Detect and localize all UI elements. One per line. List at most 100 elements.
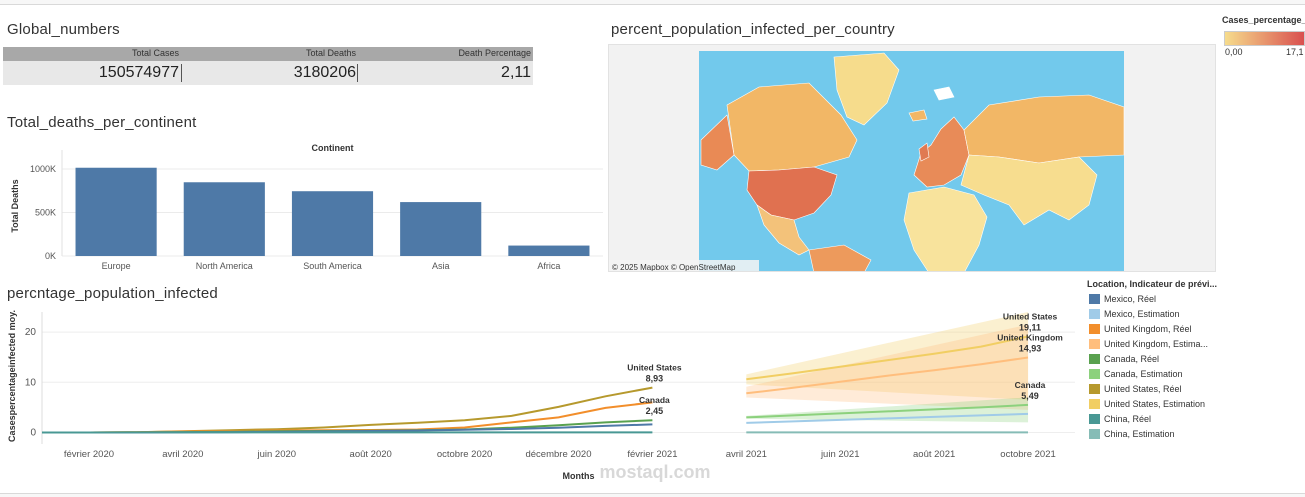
legend-label: Mexico, Estimation — [1104, 309, 1180, 319]
legend-label: United Kingdom, Estima... — [1104, 339, 1209, 349]
value-total-cases: 150574977 — [98, 64, 179, 81]
annotation-label: United States — [1003, 312, 1058, 322]
legend-label: United States, Estimation — [1104, 399, 1206, 409]
value-death-percentage: 2,11 — [501, 64, 531, 81]
series-line-united-states-estimation — [746, 335, 1029, 381]
global-numbers-title: Global_numbers — [7, 21, 120, 38]
annotation-value: 14,93 — [1019, 344, 1042, 354]
legend-label: China, Estimation — [1104, 429, 1175, 439]
legend-item[interactable]: China, Estimation — [1089, 429, 1175, 441]
greenland-region[interactable] — [833, 52, 900, 126]
legend-item[interactable]: Canada, Estimation — [1089, 369, 1183, 381]
legend-label: United States, Réel — [1104, 384, 1182, 394]
y-tick-label: 500K — [35, 208, 56, 218]
legend-swatch — [1089, 399, 1100, 409]
legend-label: Canada, Estimation — [1104, 369, 1183, 379]
global-numbers-header-row: Total Cases Total Deaths Death Percentag… — [3, 47, 533, 61]
annotation-label: United States — [627, 363, 682, 373]
africa-region[interactable] — [903, 186, 988, 272]
legend-label: Canada, Réel — [1104, 354, 1160, 364]
x-tick-label: avril 2021 — [726, 449, 767, 460]
x-tick-label: North America — [196, 261, 253, 271]
x-tick-label: Asia — [432, 261, 450, 271]
forecast-band — [746, 312, 1029, 400]
annotation-value: 19,11 — [1019, 323, 1041, 333]
series-line-canada-estimation — [746, 403, 1029, 419]
x-tick-label: avril 2020 — [162, 449, 203, 460]
legend-swatch — [1089, 309, 1100, 319]
x-tick-label: février 2021 — [627, 449, 677, 460]
bar-chart-header: Continent — [312, 143, 354, 153]
global-numbers-table: Total Cases Total Deaths Death Percentag… — [3, 47, 533, 85]
x-tick-label: août 2021 — [913, 449, 955, 460]
svalbard-region — [933, 86, 955, 101]
legend-item[interactable]: Canada, Réel — [1089, 354, 1159, 366]
x-tick-label: juin 2021 — [820, 449, 860, 460]
line-legend-title: Location, Indicateur de prévi... — [1087, 279, 1218, 289]
legend-label: Mexico, Réel — [1104, 294, 1157, 304]
asia-region[interactable] — [960, 154, 1098, 226]
iceland-region[interactable] — [908, 109, 928, 122]
legend-item[interactable]: Mexico, Estimation — [1089, 309, 1180, 321]
x-tick-label: Africa — [537, 261, 560, 271]
bar-asia — [400, 202, 482, 256]
bar-europe — [75, 167, 157, 256]
x-tick-label: août 2020 — [350, 449, 392, 460]
header-death-percentage: Death Percentage — [458, 48, 531, 58]
usa-region[interactable] — [746, 166, 838, 221]
attribution-background — [609, 260, 759, 271]
top-toolbar-strip — [0, 0, 1305, 5]
map-legend-title: Cases_percentage_ — [1222, 15, 1305, 25]
x-tick-label: Europe — [102, 261, 131, 271]
global-numbers-value-row[interactable]: 150574977 3180206 2,11 — [3, 61, 533, 85]
annotation-label: Canada — [1015, 380, 1046, 390]
map-legend-max: 17,1 — [1286, 47, 1304, 57]
map-color-gradient[interactable] — [1224, 31, 1305, 46]
south-america-region[interactable] — [808, 244, 872, 272]
uk-region[interactable] — [918, 142, 930, 162]
x-tick-label: octobre 2020 — [437, 449, 492, 460]
y-tick-label: 0K — [45, 251, 56, 261]
legend-item[interactable]: United States, Estimation — [1089, 399, 1205, 411]
series-line-united-kingdom-estimation — [746, 356, 1029, 395]
x-axis-label: Months — [563, 471, 595, 481]
legend-item[interactable]: United Kingdom, Réel — [1089, 324, 1192, 336]
legend-label: China, Réel — [1104, 414, 1152, 424]
y-tick-label: 1000K — [30, 164, 56, 174]
map-title: percent_population_infected_per_country — [611, 21, 895, 38]
legend-label: United Kingdom, Réel — [1104, 324, 1192, 334]
infected-line-title: percntage_population_infected — [7, 285, 218, 302]
deaths-per-continent-title: Total_deaths_per_continent — [7, 114, 197, 131]
series-line-mexico-estimation — [746, 412, 1029, 424]
bar-north-america — [183, 182, 265, 256]
x-tick-label: février 2020 — [64, 449, 114, 460]
deaths-per-continent-bar-chart[interactable]: Continent 0K 500K 1000K Total Deaths Europe No… — [0, 138, 606, 278]
legend-swatch — [1089, 414, 1100, 424]
header-total-deaths: Total Deaths — [305, 48, 356, 58]
x-tick-label: octobre 2021 — [1000, 449, 1055, 460]
legend-item[interactable]: United States, Réel — [1089, 384, 1182, 396]
legend-swatch — [1089, 294, 1100, 304]
infected-percentage-line-chart[interactable]: 0 10 20 Casespercentageinfected moy. février… — [0, 300, 1085, 492]
legend-item[interactable]: United Kingdom, Estima... — [1089, 339, 1208, 351]
annotation-value: 5,49 — [1021, 391, 1039, 401]
column-divider — [181, 64, 182, 82]
legend-swatch — [1089, 369, 1100, 379]
bar-africa — [508, 245, 590, 256]
infection-map[interactable]: © 2025 Mapbox © OpenStreetMap — [608, 44, 1216, 272]
y-axis-label: Total Deaths — [10, 179, 20, 232]
x-tick-label: décembre 2020 — [525, 449, 591, 460]
column-divider — [357, 64, 358, 82]
y-tick-label: 10 — [25, 377, 37, 388]
legend-swatch — [1089, 429, 1100, 439]
x-tick-label: South America — [303, 261, 362, 271]
y-tick-label: 20 — [25, 327, 37, 338]
legend-item[interactable]: China, Réel — [1089, 414, 1151, 426]
canada-region[interactable] — [726, 82, 858, 172]
map-attribution: © 2025 Mapbox © OpenStreetMap — [612, 263, 736, 272]
bar-south-america — [291, 191, 374, 256]
legend-item[interactable]: Mexico, Réel — [1089, 294, 1156, 306]
forecast-band — [746, 324, 1029, 410]
y-axis-label: Casespercentageinfected moy. — [7, 310, 17, 442]
alaska-region[interactable] — [700, 114, 735, 171]
